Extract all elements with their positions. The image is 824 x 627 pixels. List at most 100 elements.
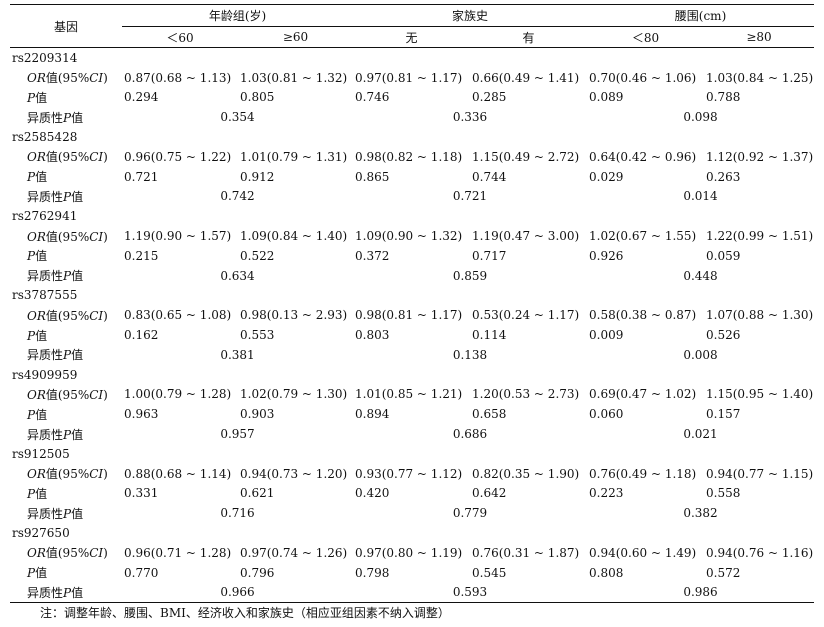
or-row: OR值(95%CI) 0.96(0.75 ~ 1.22) 1.01(0.79 ~ 1… [10, 147, 814, 167]
het-label-prefix: 异质性 [27, 110, 64, 125]
p-value: 0.803 [355, 328, 390, 343]
p-value: 0.545 [472, 565, 507, 580]
p-value: 0.865 [355, 169, 390, 184]
het-label-prefix: 异质性 [27, 585, 64, 600]
or-row-label: OR值(95%CI) [10, 543, 122, 563]
or-row-label: OR值(95%CI) [10, 68, 122, 88]
or-label-ci: CI [89, 229, 104, 244]
heterogeneity-row: 异质性P值 0.634 0.859 0.448 [10, 266, 814, 286]
or-value: 0.69(0.47 ~ 1.02) [589, 387, 697, 402]
gene-row: rs3787555 [10, 286, 814, 306]
p-value: 0.029 [589, 169, 624, 184]
table-body: rs2209314 OR值(95%CI) 0.87(0.68 ~ 1.13) 1.03… [10, 48, 815, 604]
or-label-close: ) [103, 150, 108, 165]
p-row: P值 0.331 0.621 0.420 0.642 0.223 0.558 [10, 484, 814, 504]
heterogeneity-p-value: 0.721 [452, 189, 488, 204]
waist-header: 腰围(cm) [587, 4, 815, 27]
gene-row: rs912505 [10, 444, 814, 464]
p-value: 0.746 [355, 90, 390, 105]
or-value: 0.94(0.76 ~ 1.16) [706, 545, 814, 560]
heterogeneity-row: 异质性P值 0.716 0.779 0.382 [10, 503, 814, 523]
or-row-label: OR值(95%CI) [10, 226, 122, 246]
p-label-suffix: 值 [35, 170, 48, 185]
or-value: 1.03(0.81 ~ 1.32) [240, 70, 348, 85]
or-value: 0.64(0.42 ~ 0.96) [589, 149, 697, 164]
p-value: 0.963 [124, 407, 159, 422]
p-value: 0.114 [472, 328, 507, 343]
p-value: 0.420 [355, 486, 390, 501]
or-value: 1.22(0.99 ~ 1.51) [706, 229, 814, 244]
het-label-suffix: 值 [71, 427, 84, 442]
or-label-suffix: 值(95% [45, 71, 90, 86]
or-value: 0.83(0.65 ~ 1.08) [124, 308, 232, 323]
or-value: 0.96(0.71 ~ 1.28) [124, 545, 232, 560]
het-label-suffix: 值 [71, 348, 84, 363]
or-row: OR值(95%CI) 1.19(0.90 ~ 1.57) 1.09(0.84 ~ 1… [10, 226, 814, 246]
het-label-suffix: 值 [71, 189, 84, 204]
or-row-label: OR值(95%CI) [10, 147, 122, 167]
gene-row: rs927650 [10, 523, 814, 543]
subgroup-header: 无 [405, 30, 418, 45]
or-label-close: ) [103, 71, 108, 86]
or-label-suffix: 值(95% [45, 467, 90, 482]
het-label-prefix: 异质性 [27, 427, 64, 442]
p-value: 0.553 [240, 328, 275, 343]
or-label-or: OR [27, 467, 46, 482]
heterogeneity-p-value: 0.354 [220, 110, 255, 125]
p-label-letter: P [27, 328, 36, 343]
heterogeneity-p-value: 0.716 [220, 506, 255, 521]
heterogeneity-p-value: 0.957 [220, 427, 255, 442]
p-value: 0.157 [706, 407, 741, 422]
p-value: 0.162 [124, 328, 159, 343]
p-value: 0.926 [589, 248, 624, 263]
or-label-or: OR [27, 546, 46, 561]
p-value: 0.721 [124, 169, 159, 184]
table-footnote: 注：调整年龄、腰围、BMI、经济收入和家族史（相应亚组因素不纳入调整） [40, 606, 450, 620]
p-value: 0.522 [240, 248, 275, 263]
het-label-letter: P [63, 427, 72, 442]
or-label-ci: CI [89, 308, 104, 323]
heterogeneity-p-value: 0.138 [452, 347, 488, 362]
p-row-label: P值 [10, 88, 122, 108]
p-value: 0.805 [240, 90, 275, 105]
het-label-prefix: 异质性 [27, 506, 64, 521]
het-label-prefix: 异质性 [27, 189, 64, 204]
p-row: P值 0.294 0.805 0.746 0.285 0.089 0.788 [10, 88, 814, 108]
heterogeneity-p-value: 0.381 [220, 347, 255, 362]
gene-name: rs4909959 [12, 367, 78, 382]
het-row-label: 异质性P值 [10, 345, 122, 365]
or-value: 0.97(0.74 ~ 1.26) [240, 545, 348, 560]
or-value: 0.97(0.80 ~ 1.19) [355, 545, 463, 560]
p-label-suffix: 值 [35, 407, 48, 422]
p-value: 0.894 [355, 407, 390, 422]
het-label-prefix: 异质性 [27, 348, 64, 363]
or-value: 1.12(0.92 ~ 1.37) [706, 149, 814, 164]
or-row: OR值(95%CI) 1.00(0.79 ~ 1.28) 1.02(0.79 ~ 1… [10, 385, 814, 405]
het-label-letter: P [63, 585, 72, 600]
p-value: 0.770 [124, 565, 159, 580]
p-label-suffix: 值 [35, 486, 48, 501]
heterogeneity-row: 异质性P值 0.354 0.336 0.098 [10, 107, 814, 127]
p-label-suffix: 值 [35, 566, 48, 581]
heterogeneity-p-value: 0.098 [683, 110, 718, 125]
header-row-groups: 基因 年龄组(岁) 家族史 腰围(cm) [10, 4, 815, 48]
or-label-close: ) [103, 387, 108, 402]
or-value: 1.01(0.85 ~ 1.21) [355, 387, 463, 402]
p-value: 0.059 [706, 248, 741, 263]
p-value: 0.372 [355, 248, 390, 263]
heterogeneity-p-value: 0.336 [452, 110, 488, 125]
p-value: 0.798 [355, 565, 390, 580]
or-value: 1.02(0.79 ~ 1.30) [240, 387, 348, 402]
or-value: 1.09(0.90 ~ 1.32) [355, 229, 463, 244]
heterogeneity-p-value: 0.448 [683, 268, 718, 283]
or-value: 0.96(0.75 ~ 1.22) [124, 149, 232, 164]
or-value: 1.07(0.88 ~ 1.30) [706, 308, 814, 323]
p-value: 0.572 [706, 565, 741, 580]
or-label-ci: CI [89, 546, 104, 561]
het-row-label: 异质性P值 [10, 266, 122, 286]
het-label-suffix: 值 [71, 506, 84, 521]
het-label-letter: P [63, 348, 72, 363]
or-label-ci: CI [89, 150, 104, 165]
or-row-label: OR值(95%CI) [10, 305, 122, 325]
